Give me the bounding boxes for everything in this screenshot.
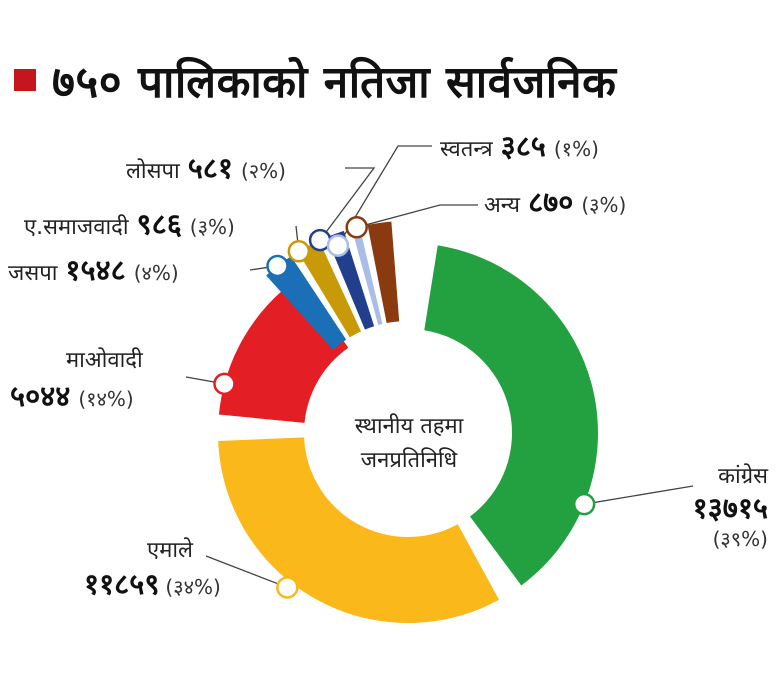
slice-samajwadi [297,240,362,338]
marker-samajwadi [287,240,311,263]
leader-line-others [356,204,478,228]
marker-uml [276,576,299,599]
label-others-name: अन्य [484,193,521,218]
title-text: ७५० पालिकाको नतिजा सार्वजनिक [52,57,617,108]
label-uml-name: एमाले [147,538,193,563]
marker-maoist [213,372,236,396]
label-independent-value: ३८५ [500,129,546,163]
leader-line-congress [584,485,694,505]
marker-jaspa [266,254,289,278]
label-congress-name: कांग्रेस [718,464,768,489]
center-label-line-1: स्थानीय तहमा [354,414,464,439]
label-losapa-pct: (२%) [240,159,286,183]
label-maoist-name: माओवादी [66,348,143,373]
label-maoist: माओवादी ५०४४ (१४%) [10,350,200,411]
title-marker [14,69,36,91]
label-congress: कांग्रेस १३७१५ (३९%) [676,464,768,551]
label-independent: स्वतन्त्र ३८५ (१%) [440,132,599,161]
label-jaspa-name: जसपा [8,261,58,286]
label-maoist-pct: (१४%) [78,387,134,411]
label-losapa: लोसपा ५८१ (२%) [126,154,286,183]
leader-line-independent [337,145,432,247]
label-maoist-value: ५०४४ [10,379,71,413]
label-jaspa: जसपा १५४८ (४%) [8,256,179,285]
marker-independent [326,234,350,257]
label-samajwadi: ए.समाजवादी ९८६ (३%) [24,210,235,239]
slice-others [367,221,400,324]
slice-congress [424,245,599,586]
label-uml: एमाले ११८५९ (३४%) [84,540,254,599]
label-samajwadi-name: ए.समाजवादी [24,215,129,240]
label-jaspa-pct: (४%) [133,261,179,285]
chart-title: ७५० पालिकाको नतिजा सार्वजनिक [14,52,616,108]
slice-independent [351,226,383,326]
leader-line-losapa [319,167,376,241]
center-label-line-2: जनप्रतिनिधि [360,448,458,474]
leader-line-uml [205,555,288,589]
label-others: अन्य ८७० (३%) [484,188,626,217]
label-samajwadi-pct: (३%) [189,215,235,239]
label-independent-pct: (१%) [553,137,599,161]
label-congress-value: १३७१५ [692,491,768,525]
label-congress-pct: (३९%) [712,527,768,551]
label-samajwadi-value: ९८६ [136,207,182,241]
label-losapa-name: लोसपा [126,159,180,184]
label-others-pct: (३%) [581,193,627,217]
label-others-value: ८७० [528,185,574,219]
label-uml-pct: (३४%) [165,575,221,599]
donut-center-label: स्थानीय तहमा जनप्रतिनिधि [334,410,484,478]
marker-others [345,216,368,239]
slice-jaspa [266,256,347,350]
label-jaspa-value: १५४८ [65,253,126,287]
marker-congress [572,492,596,516]
label-losapa-value: ५८१ [187,151,233,185]
label-uml-value: ११८५९ [84,567,160,601]
label-independent-name: स्वतन्त्र [440,137,493,162]
